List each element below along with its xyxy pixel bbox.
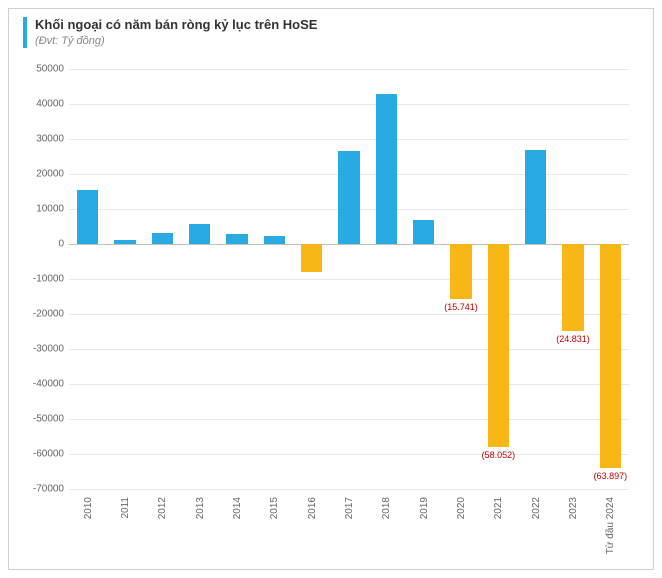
x-tick-label: 2022: [531, 497, 542, 519]
chart-subtitle: (Đvt: Tỷ đồng): [35, 34, 317, 48]
y-tick-label: 0: [9, 239, 64, 250]
bar: [600, 244, 622, 468]
bar: [77, 190, 99, 244]
gridline: [69, 454, 629, 455]
gridline: [69, 419, 629, 420]
y-tick-label: 40000: [9, 99, 64, 110]
x-tick-label: Từ đầu 2024: [605, 497, 616, 554]
bar: [301, 244, 323, 272]
x-tick-label: 2012: [157, 497, 168, 519]
chart-title-block: Khối ngoại có năm bán ròng kỷ lục trên H…: [23, 17, 317, 48]
x-tick-label: 2010: [83, 497, 94, 519]
x-tick-label: 2013: [195, 497, 206, 519]
bar: [450, 244, 472, 299]
y-tick-label: -30000: [9, 344, 64, 355]
x-tick-label: 2014: [232, 497, 243, 519]
bar: [562, 244, 584, 331]
gridline: [69, 69, 629, 70]
gridline: [69, 349, 629, 350]
y-tick-label: 20000: [9, 169, 64, 180]
bar: [413, 220, 435, 244]
chart-container: Khối ngoại có năm bán ròng kỷ lục trên H…: [8, 8, 654, 570]
x-tick-label: 2017: [344, 497, 355, 519]
gridline: [69, 384, 629, 385]
bar: [338, 151, 360, 244]
x-tick-label: 2019: [419, 497, 430, 519]
bar-data-label: (58.052): [482, 450, 516, 460]
y-tick-label: 10000: [9, 204, 64, 215]
bar: [525, 150, 547, 245]
bar: [152, 233, 174, 244]
gridline: [69, 104, 629, 105]
gridline: [69, 244, 629, 245]
x-tick-label: 2021: [493, 497, 504, 519]
plot-area: -70000-60000-50000-40000-30000-20000-100…: [69, 69, 629, 489]
y-tick-label: -70000: [9, 484, 64, 495]
x-tick-label: 2023: [568, 497, 579, 519]
y-tick-label: 30000: [9, 134, 64, 145]
bar: [189, 224, 211, 244]
bar: [376, 94, 398, 245]
x-tick-label: 2011: [120, 497, 131, 519]
gridline: [69, 489, 629, 490]
gridline: [69, 314, 629, 315]
bar-data-label: (63.897): [594, 471, 628, 481]
y-tick-label: 50000: [9, 64, 64, 75]
x-tick-label: 2018: [381, 497, 392, 519]
x-tick-label: 2015: [269, 497, 280, 519]
y-tick-label: -60000: [9, 449, 64, 460]
y-tick-label: -50000: [9, 414, 64, 425]
chart-title: Khối ngoại có năm bán ròng kỷ lục trên H…: [35, 17, 317, 34]
x-tick-label: 2020: [456, 497, 467, 519]
y-tick-label: -20000: [9, 309, 64, 320]
gridline: [69, 279, 629, 280]
y-tick-label: -10000: [9, 274, 64, 285]
bar-data-label: (24.831): [556, 334, 590, 344]
bar-data-label: (15.741): [444, 302, 478, 312]
bar: [264, 236, 286, 244]
bar: [114, 240, 136, 244]
gridline: [69, 139, 629, 140]
bar: [226, 234, 248, 245]
x-tick-label: 2016: [307, 497, 318, 519]
y-tick-label: -40000: [9, 379, 64, 390]
bar: [488, 244, 510, 447]
